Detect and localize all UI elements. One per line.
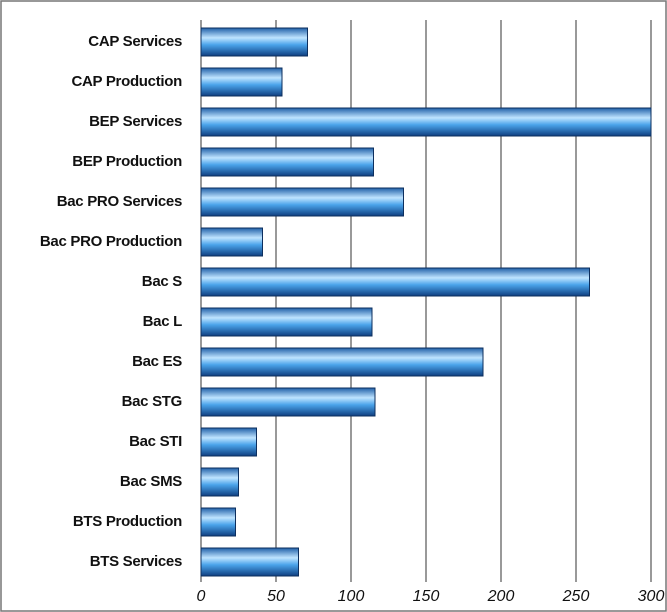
y-tick-label: BTS Services <box>90 553 182 570</box>
x-tick-label: 100 <box>338 588 365 605</box>
bar <box>200 387 376 417</box>
y-tick-label: CAP Production <box>71 73 182 90</box>
y-tick-label: Bac PRO Production <box>40 233 182 250</box>
x-tick-label: 0 <box>197 588 206 605</box>
bar <box>200 307 373 337</box>
y-tick-label: BEP Production <box>72 153 182 170</box>
y-tick-label: Bac STI <box>129 433 182 450</box>
bar <box>200 347 484 377</box>
x-tick-label: 250 <box>562 588 590 605</box>
y-tick-label: Bac S <box>142 273 182 290</box>
y-tick-label: Bac L <box>143 313 182 330</box>
y-tick-label: Bac PRO Services <box>57 193 182 210</box>
y-tick-label: CAP Services <box>88 33 182 50</box>
bar <box>200 547 299 577</box>
x-tick-label: 300 <box>638 588 665 605</box>
bar <box>200 467 239 497</box>
x-tick-label: 200 <box>487 588 515 605</box>
bar <box>200 227 263 257</box>
bar <box>200 27 308 57</box>
bar <box>200 107 652 137</box>
bar <box>200 67 283 97</box>
x-tick-label: 150 <box>413 588 440 605</box>
bar <box>200 267 590 297</box>
bar <box>200 187 404 217</box>
bar <box>200 427 257 457</box>
y-tick-label: Bac STG <box>122 393 182 410</box>
y-tick-label: Bac ES <box>132 353 182 370</box>
x-tick-label: 50 <box>267 588 285 605</box>
bar <box>200 147 374 177</box>
y-tick-label: BTS Production <box>73 513 182 530</box>
y-tick-label: Bac SMS <box>120 473 182 490</box>
y-tick-label: BEP Services <box>89 113 182 130</box>
bar <box>200 507 236 537</box>
